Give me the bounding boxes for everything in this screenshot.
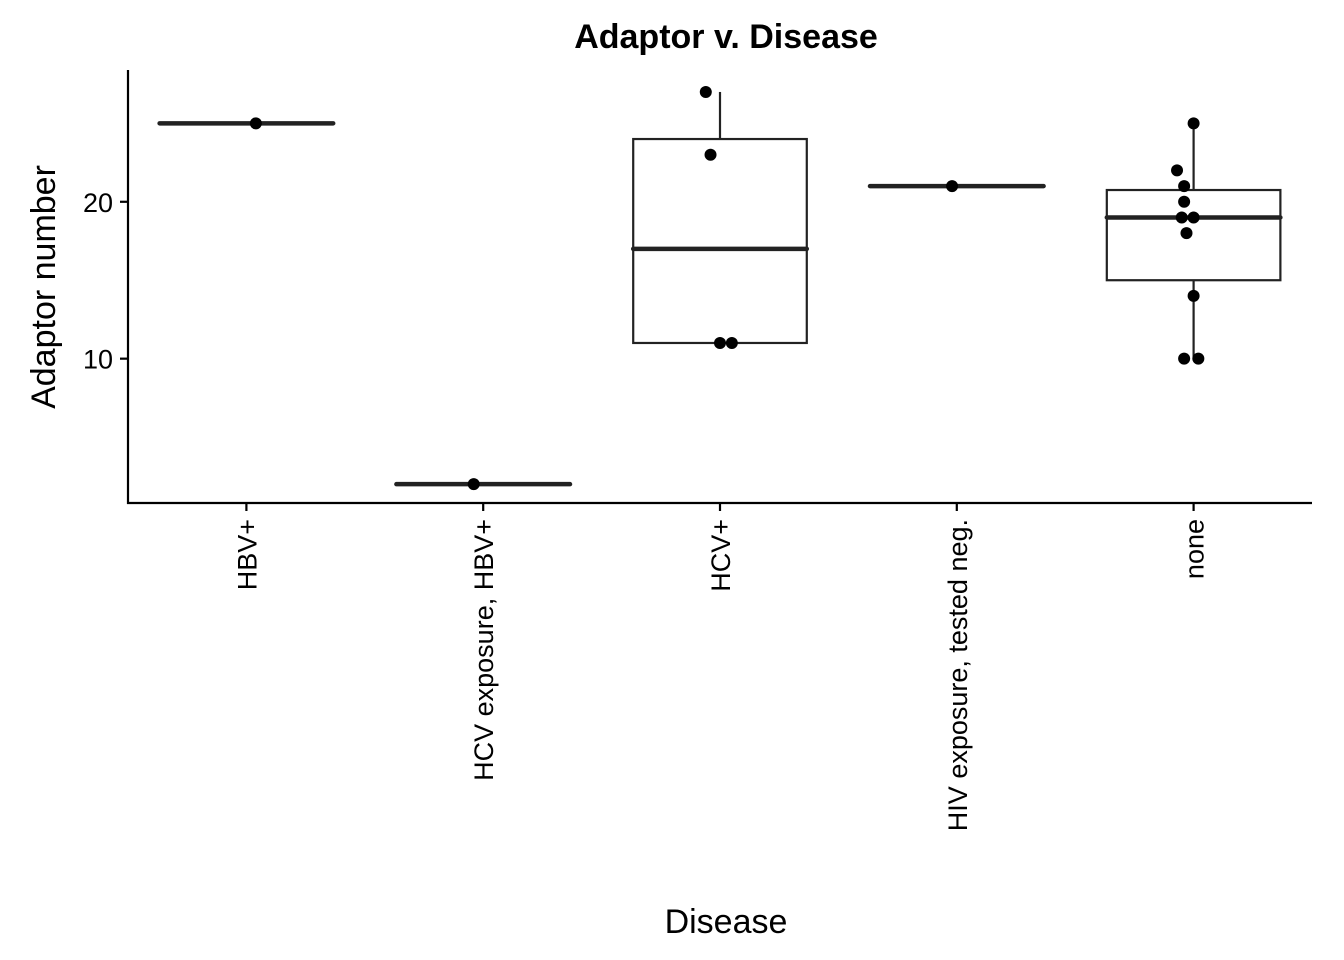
y-axis-label: Adaptor number [25,165,63,409]
points-cat-4 [1171,117,1205,365]
y-tick-label: 20 [83,188,113,218]
x-tick-label: HBV+ [232,519,262,590]
data-point [1180,227,1193,240]
points-cat-1 [467,478,480,491]
data-point [714,336,726,349]
points-cat-2 [699,85,738,349]
data-point [704,148,717,161]
data-point [249,117,262,130]
data-point [699,85,712,98]
data-point [1178,352,1191,365]
x-ticks: HBV+ HCV exposure, HBV+ HCV+ HIV exposure, … [232,503,1210,831]
data-point [467,478,480,491]
data-point [1178,180,1191,193]
x-axis-label: Disease [665,903,788,941]
y-tick-label: 10 [83,345,113,375]
points-cat-0 [249,117,262,130]
data-point [725,336,738,349]
data-point [1192,352,1205,365]
box-cat-4 [1104,123,1283,359]
box-rect [632,137,808,345]
data-point [1171,164,1184,177]
plot-area [157,85,1283,491]
points-cat-3 [946,180,959,193]
y-ticks: 10 20 [83,188,128,375]
data-point [1175,211,1188,224]
x-tick-label: none [1180,519,1210,579]
data-point [1187,117,1200,130]
box-cat-2 [630,91,810,345]
chart-title: Adaptor v. Disease [574,18,878,56]
x-tick-label: HCV+ [706,519,736,592]
data-point [1187,211,1200,224]
x-tick-label: HIV exposure, tested neg. [943,519,973,831]
data-point [1187,289,1200,302]
data-point [1178,195,1191,208]
data-point [946,180,959,193]
box-rect [1105,188,1282,282]
x-tick-label: HCV exposure, HBV+ [469,519,499,781]
